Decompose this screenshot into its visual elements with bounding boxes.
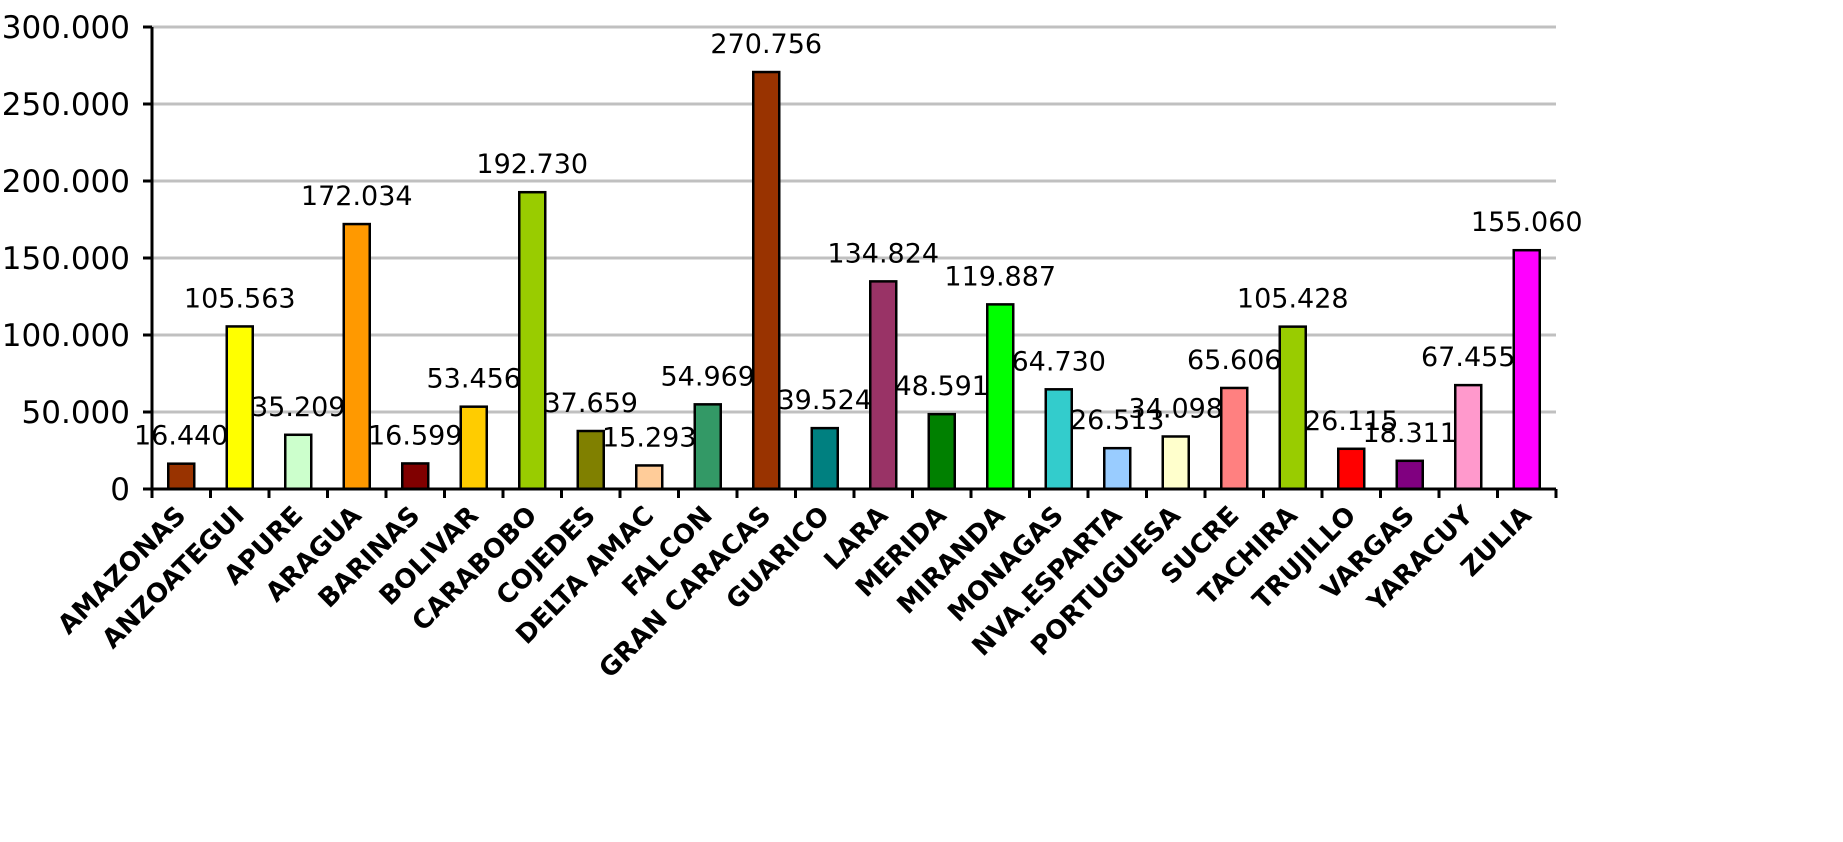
- data-labels: 16.440 105.563 35.209 172.034 16.599 53.456 19…: [134, 29, 1583, 453]
- bar-amazonas: [167, 462, 196, 491]
- bar-apure: [284, 433, 313, 491]
- gridlines: [152, 25, 1556, 414]
- data-label: 15.293: [602, 422, 696, 453]
- data-label: 37.659: [544, 388, 638, 419]
- data-label: 26.115: [1304, 406, 1398, 437]
- data-label: 48.591: [895, 371, 989, 402]
- bar-portuguesa: [1161, 435, 1190, 491]
- bar-miranda: [986, 303, 1015, 491]
- data-label: 34.098: [1129, 393, 1223, 424]
- bar-falcon: [693, 403, 722, 491]
- axes: [150, 27, 1556, 491]
- bar-barinas: [401, 462, 430, 491]
- bar-tachira: [1278, 325, 1307, 491]
- bar-carabobo: [518, 190, 547, 491]
- data-label: 26.513: [1070, 405, 1164, 436]
- y-tick-label: 150.000: [2, 241, 130, 277]
- data-label: 64.730: [1012, 346, 1106, 377]
- data-label: 270.756: [710, 29, 822, 60]
- bar-lara: [869, 280, 898, 491]
- y-tick-label: 100.000: [2, 318, 130, 354]
- bar-aragua: [342, 222, 371, 491]
- data-label: 155.060: [1471, 207, 1583, 238]
- data-label: 18.311: [1363, 418, 1457, 449]
- bar-bolivar: [459, 405, 488, 491]
- bar-yaracuy: [1454, 383, 1483, 491]
- data-label: 134.824: [827, 238, 939, 269]
- data-label: 67.455: [1421, 342, 1515, 373]
- bar-guarico: [810, 426, 839, 491]
- data-label: 39.524: [778, 385, 872, 416]
- y-tick-label: 0: [110, 472, 130, 508]
- y-tick-label: 300.000: [2, 10, 130, 46]
- bar-vargas: [1395, 459, 1424, 491]
- data-label: 65.606: [1187, 345, 1281, 376]
- data-label: 54.969: [661, 361, 755, 392]
- bar-sucre: [1220, 386, 1249, 491]
- data-label: 53.456: [427, 364, 521, 395]
- bars: [167, 70, 1541, 491]
- bar-anzoategui: [225, 325, 254, 491]
- bar-nva-esparta: [1103, 446, 1132, 491]
- data-label: 35.209: [251, 392, 345, 423]
- bar-delta-amac: [635, 464, 664, 491]
- data-label: 16.440: [134, 421, 228, 452]
- bar-zulia: [1512, 248, 1541, 491]
- data-label: 172.034: [301, 181, 413, 212]
- data-label: 192.730: [476, 149, 588, 180]
- bar-trujillo: [1337, 447, 1366, 491]
- bar-merida: [927, 412, 956, 491]
- y-tick-label: 50.000: [22, 395, 130, 431]
- category-labels: AMAZONASANZOATEGUIAPUREARAGUABARINASBOLI…: [52, 500, 1537, 684]
- y-tick-label: 250.000: [2, 87, 130, 123]
- data-label: 105.428: [1237, 284, 1349, 315]
- data-label: 105.563: [184, 283, 296, 314]
- bar-gran-caracas: [752, 70, 781, 491]
- y-axis-ticks: 0 50.000 100.000 150.000 200.000 250.000 300.0…: [2, 10, 1558, 508]
- y-tick-label: 200.000: [2, 164, 130, 200]
- data-label: 16.599: [368, 420, 462, 451]
- data-label: 119.887: [944, 261, 1056, 292]
- bar-monagas: [1044, 388, 1073, 491]
- bar-cojedes: [576, 429, 605, 491]
